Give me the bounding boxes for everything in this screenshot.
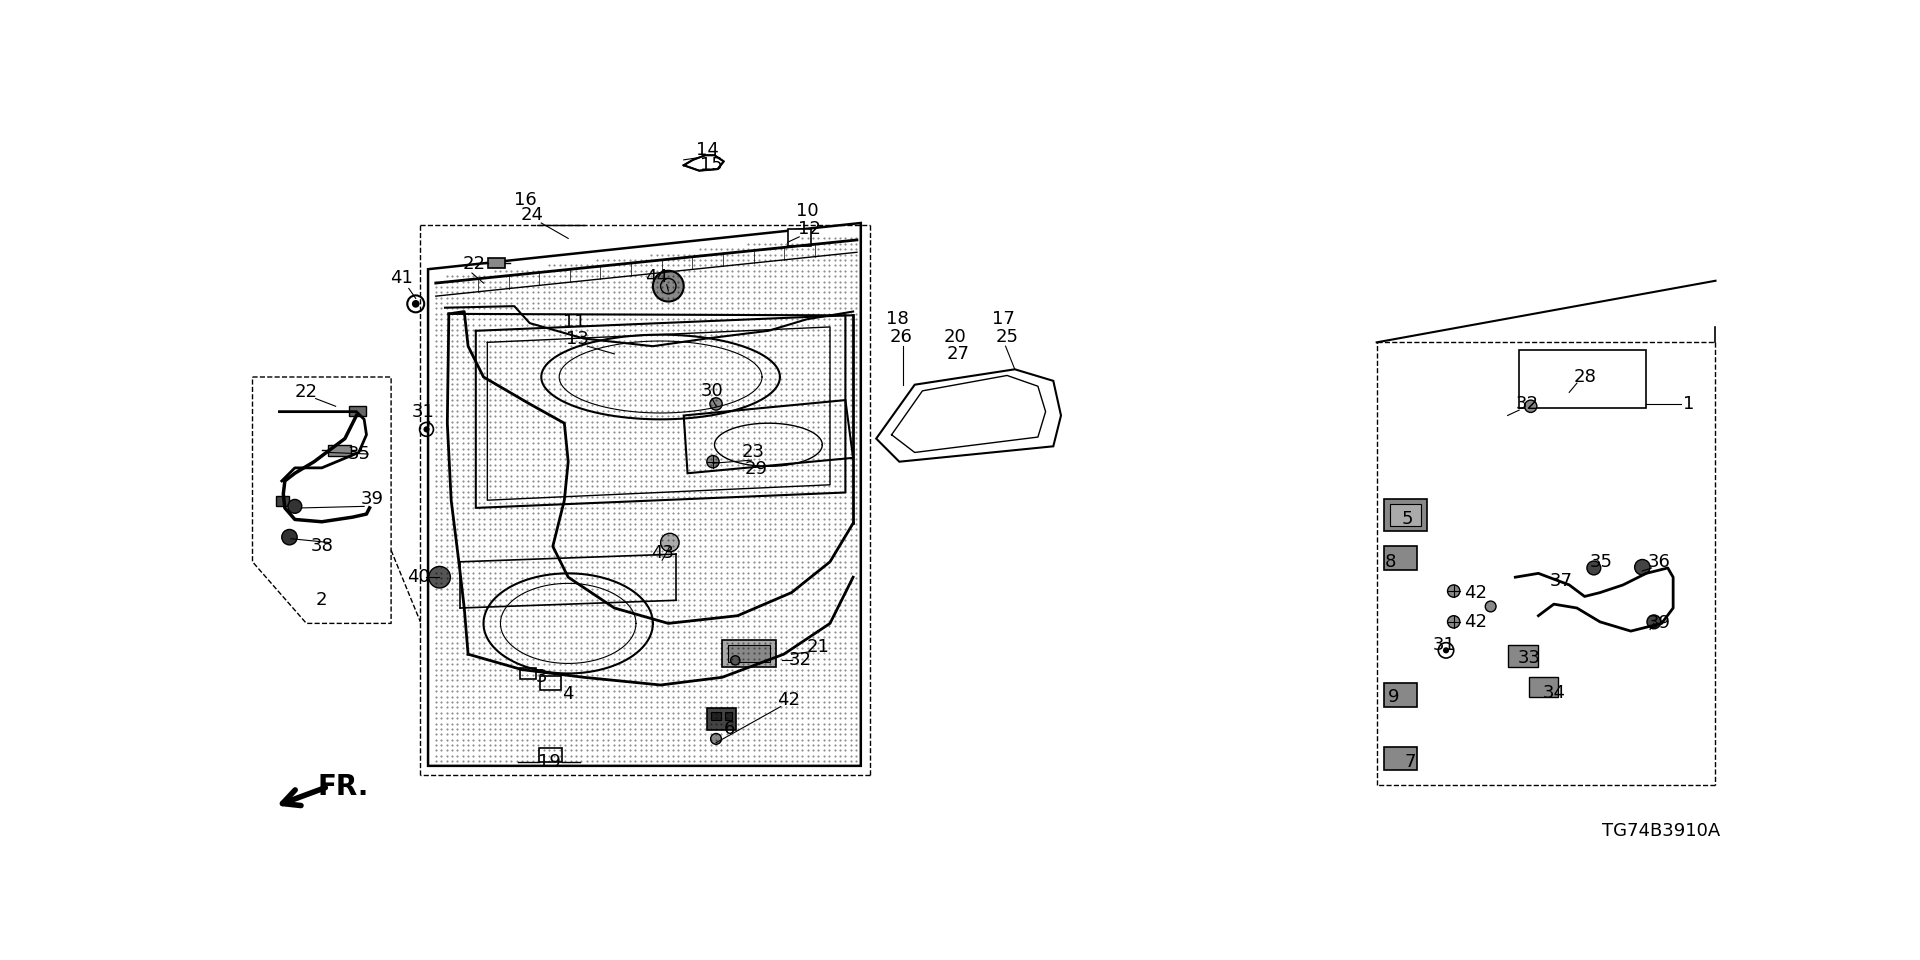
Text: 30: 30 <box>701 382 724 400</box>
Text: 13: 13 <box>566 329 589 348</box>
Text: 32: 32 <box>1515 395 1538 413</box>
Text: 36: 36 <box>1647 553 1670 571</box>
Text: 23: 23 <box>741 444 764 462</box>
Bar <box>707 708 735 730</box>
Bar <box>787 229 810 246</box>
Bar <box>1519 350 1645 408</box>
Circle shape <box>1486 601 1496 612</box>
Text: 42: 42 <box>778 691 801 709</box>
Text: TG74B3910A: TG74B3910A <box>1603 823 1720 840</box>
Text: 40: 40 <box>407 568 430 587</box>
Text: 22: 22 <box>463 254 486 273</box>
Text: 22: 22 <box>296 383 319 401</box>
Text: 31: 31 <box>413 402 434 420</box>
Text: 7: 7 <box>1404 753 1415 771</box>
Text: 4: 4 <box>563 685 574 704</box>
Text: 16: 16 <box>515 191 538 209</box>
Text: 9: 9 <box>1388 687 1400 706</box>
Circle shape <box>413 300 420 308</box>
Bar <box>728 645 770 661</box>
Text: 21: 21 <box>806 637 829 656</box>
Text: 42: 42 <box>1463 612 1486 631</box>
Circle shape <box>1588 561 1601 575</box>
Bar <box>1384 546 1417 569</box>
Bar <box>540 676 561 689</box>
Circle shape <box>424 426 430 432</box>
Bar <box>488 257 505 269</box>
Circle shape <box>282 530 298 545</box>
Bar <box>349 406 365 416</box>
Text: 8: 8 <box>1384 553 1396 571</box>
Text: 15: 15 <box>701 156 722 175</box>
Bar <box>1384 498 1427 531</box>
Text: 17: 17 <box>993 310 1014 328</box>
Text: 11: 11 <box>563 313 586 330</box>
Circle shape <box>710 397 722 410</box>
Circle shape <box>288 499 301 514</box>
Polygon shape <box>684 156 724 171</box>
Text: 20: 20 <box>943 328 966 346</box>
Text: 44: 44 <box>645 268 668 286</box>
Bar <box>1384 747 1417 770</box>
Text: 25: 25 <box>996 328 1020 346</box>
Circle shape <box>1647 615 1661 629</box>
Circle shape <box>710 733 722 744</box>
Bar <box>276 496 290 506</box>
Circle shape <box>1448 615 1459 628</box>
Text: 43: 43 <box>651 543 674 562</box>
Circle shape <box>428 566 451 588</box>
Circle shape <box>732 656 739 665</box>
Text: 34: 34 <box>1542 684 1565 702</box>
Text: 2: 2 <box>317 591 328 610</box>
Text: 18: 18 <box>885 310 908 328</box>
Text: 35: 35 <box>1590 553 1613 571</box>
Bar <box>722 640 776 667</box>
Circle shape <box>653 271 684 301</box>
Text: 33: 33 <box>1517 649 1540 667</box>
Circle shape <box>1524 400 1536 413</box>
Text: 28: 28 <box>1572 368 1596 386</box>
Text: 39: 39 <box>1647 614 1670 633</box>
Text: 37: 37 <box>1549 572 1572 590</box>
Text: 6: 6 <box>724 720 735 738</box>
Bar <box>1507 645 1538 666</box>
Circle shape <box>1634 560 1649 575</box>
Text: 12: 12 <box>799 220 820 238</box>
Bar <box>710 712 722 720</box>
Circle shape <box>707 456 720 468</box>
Text: 41: 41 <box>390 270 413 287</box>
Text: 35: 35 <box>348 445 371 463</box>
Text: 5: 5 <box>1402 511 1413 528</box>
Text: 1: 1 <box>1682 395 1693 413</box>
Text: 32: 32 <box>789 651 812 668</box>
Text: 31: 31 <box>1432 636 1455 654</box>
Text: 19: 19 <box>538 753 561 771</box>
Bar <box>520 668 536 679</box>
Bar <box>1390 504 1421 526</box>
Text: 10: 10 <box>795 203 818 221</box>
Bar <box>328 444 351 456</box>
Text: 14: 14 <box>697 141 718 158</box>
Bar <box>540 748 563 762</box>
Polygon shape <box>876 370 1062 462</box>
Text: 42: 42 <box>1463 584 1486 602</box>
Bar <box>724 712 732 720</box>
Text: 3: 3 <box>536 668 547 686</box>
Text: 27: 27 <box>947 345 970 363</box>
Text: 39: 39 <box>361 490 384 508</box>
Circle shape <box>1444 647 1450 654</box>
Text: 26: 26 <box>889 328 912 346</box>
Bar <box>1384 684 1417 707</box>
Text: FR.: FR. <box>317 773 369 801</box>
Bar <box>1528 678 1559 697</box>
Circle shape <box>1448 585 1459 597</box>
Circle shape <box>660 534 680 552</box>
Text: 24: 24 <box>520 206 543 225</box>
Text: 38: 38 <box>311 538 334 556</box>
Text: 29: 29 <box>745 461 768 478</box>
